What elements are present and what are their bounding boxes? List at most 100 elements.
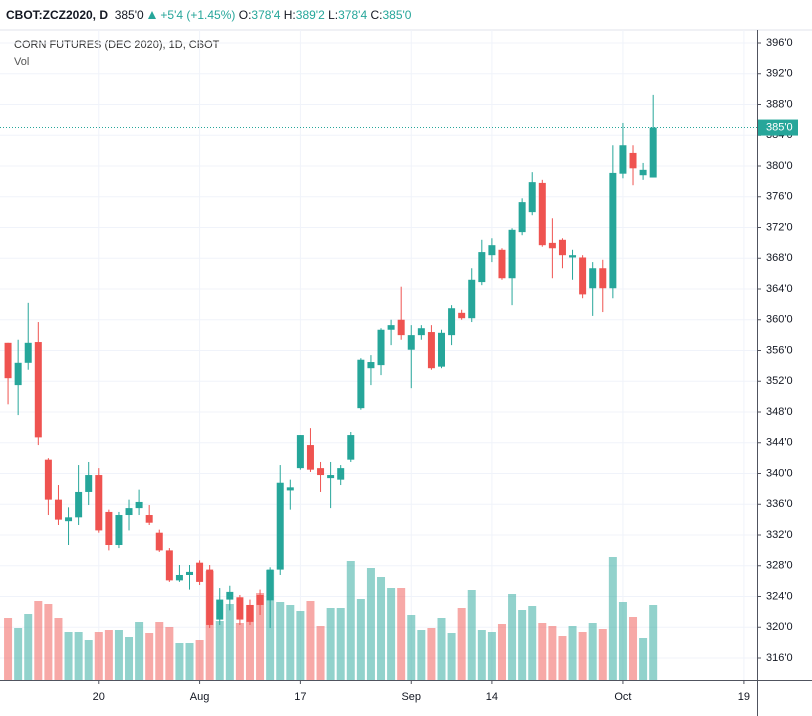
- volume-label: Vol: [14, 56, 29, 68]
- volume-bar: [175, 643, 184, 680]
- volume-bar: [64, 632, 73, 680]
- y-tick-label: 340'0: [766, 467, 793, 479]
- y-tick-label: 360'0: [766, 314, 793, 326]
- candle-body: [649, 127, 657, 178]
- candle-body: [558, 239, 566, 256]
- volume-bar: [104, 630, 113, 680]
- volume-bar: [74, 632, 83, 680]
- volume-bar: [225, 604, 234, 680]
- y-tick-label: 320'0: [766, 621, 793, 633]
- volume-bar: [538, 623, 547, 680]
- candle-body: [155, 532, 163, 551]
- candle-body: [85, 475, 93, 492]
- candle-body: [528, 182, 536, 213]
- candle-body: [468, 279, 476, 319]
- last-price-label: 385'0: [766, 121, 793, 133]
- volume-bar: [407, 615, 416, 680]
- candle-body: [135, 501, 143, 509]
- candle-body: [478, 252, 486, 283]
- candle-body: [226, 591, 234, 600]
- volume-bar: [528, 606, 537, 680]
- volume-bar: [125, 637, 134, 680]
- volume-bar: [195, 640, 204, 680]
- candle-body: [75, 491, 83, 518]
- candle-body: [538, 182, 546, 246]
- volume-bar: [397, 588, 406, 680]
- candle-body: [34, 342, 42, 438]
- volume-bar: [14, 628, 23, 680]
- volume-bar: [215, 621, 224, 680]
- candle-body: [65, 517, 73, 522]
- candle-body: [357, 359, 365, 409]
- candle-body: [347, 435, 355, 460]
- volume-bar: [44, 604, 53, 680]
- candle-body: [488, 245, 496, 256]
- volume-bar: [417, 630, 426, 680]
- candle-body: [216, 599, 224, 620]
- candle-body: [125, 508, 133, 516]
- ohlc-value: 385'0: [382, 8, 412, 22]
- candle-body: [407, 335, 415, 350]
- candle-body: [397, 319, 405, 336]
- y-tick-label: 356'0: [766, 344, 793, 356]
- y-tick-label: 344'0: [766, 437, 793, 449]
- volume-bar: [114, 630, 123, 680]
- volume-bar: [326, 608, 335, 680]
- change: +5'4 (+1.45%): [160, 8, 236, 22]
- candle-body: [95, 475, 103, 531]
- volume-bar: [608, 557, 617, 680]
- volume-bar: [588, 623, 597, 680]
- volume-bar: [548, 626, 557, 680]
- candle-body: [186, 571, 194, 575]
- volume-bar: [377, 577, 386, 680]
- candle-body: [296, 435, 304, 469]
- y-tick-label: 368'0: [766, 252, 793, 264]
- symbol: CBOT:ZCZ2020, D: [6, 8, 109, 22]
- volume-bar: [649, 605, 658, 680]
- volume-bar: [165, 627, 174, 680]
- candle-body: [508, 229, 516, 279]
- candle-body: [317, 468, 325, 476]
- candle-body: [256, 594, 264, 605]
- volume-bar: [4, 618, 13, 680]
- candle-body: [4, 342, 12, 379]
- volume-bar: [457, 608, 466, 680]
- volume-bar: [366, 568, 375, 680]
- volume-bar: [387, 588, 396, 680]
- candle-body: [276, 482, 284, 570]
- candle-body: [175, 574, 183, 581]
- candle-body: [246, 604, 254, 622]
- candle-body: [327, 475, 335, 479]
- y-tick-label: 324'0: [766, 590, 793, 602]
- volume-bar: [508, 594, 517, 680]
- x-tick-label: 19: [738, 691, 750, 703]
- candle-body: [24, 342, 32, 363]
- candle-body: [548, 242, 556, 249]
- volume-bar: [286, 605, 295, 680]
- volume-bar: [336, 608, 345, 680]
- x-tick-label: Sep: [401, 691, 421, 703]
- volume-bar: [54, 618, 63, 680]
- y-tick-label: 372'0: [766, 221, 793, 233]
- candle-body: [236, 597, 244, 620]
- candle-body: [54, 499, 62, 520]
- candle-body: [145, 515, 153, 523]
- candle-body: [337, 468, 345, 480]
- candle-body: [286, 487, 294, 491]
- volume-bar: [94, 632, 103, 680]
- ohlc-value: 378'4: [338, 8, 368, 22]
- ohlc-label: C:: [370, 8, 383, 22]
- candle-body: [14, 362, 22, 386]
- volume-bar: [235, 623, 244, 680]
- y-tick-label: 352'0: [766, 375, 793, 387]
- candle-body: [639, 169, 647, 176]
- candle-body: [44, 459, 52, 500]
- y-tick-label: 336'0: [766, 498, 793, 510]
- candle-body: [599, 268, 607, 289]
- volume-bar: [135, 622, 144, 680]
- candle-body: [579, 257, 587, 295]
- candle-body: [569, 255, 577, 258]
- candle-body: [589, 268, 597, 289]
- volume-bar: [578, 632, 587, 680]
